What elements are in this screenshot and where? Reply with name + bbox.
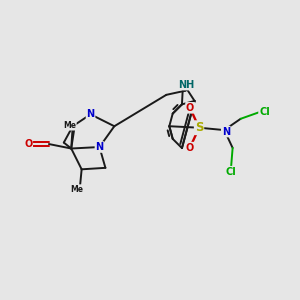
Text: O: O — [186, 103, 194, 113]
Text: N: N — [95, 142, 104, 152]
Text: N: N — [86, 109, 94, 119]
Text: O: O — [186, 142, 194, 153]
Text: Me: Me — [70, 185, 83, 194]
Text: Cl: Cl — [259, 107, 270, 117]
Text: S: S — [195, 121, 203, 134]
Text: Me: Me — [63, 121, 76, 130]
Text: NH: NH — [178, 80, 194, 90]
Text: Cl: Cl — [225, 167, 236, 177]
Text: O: O — [24, 139, 32, 149]
Text: N: N — [222, 127, 230, 136]
